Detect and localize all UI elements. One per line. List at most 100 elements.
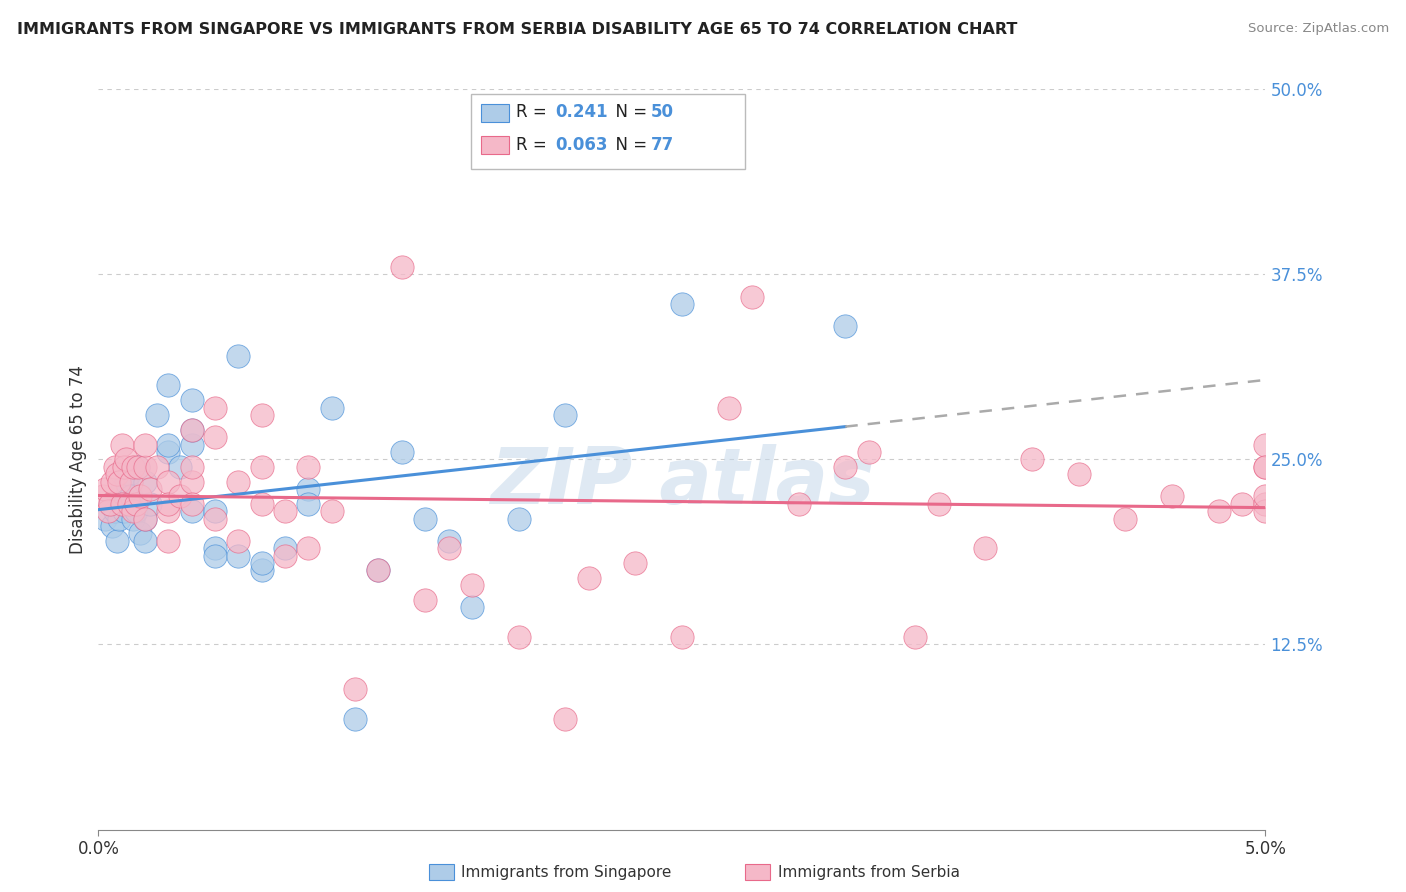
- Point: [391, 445, 413, 459]
- Point: [1254, 459, 1277, 474]
- Point: [554, 712, 576, 726]
- Point: [180, 497, 202, 511]
- Point: [125, 497, 148, 511]
- Point: [118, 497, 141, 511]
- Point: [1161, 489, 1184, 503]
- Point: [437, 541, 460, 556]
- Point: [250, 564, 273, 578]
- Point: [98, 497, 121, 511]
- Point: [1067, 467, 1090, 482]
- Point: [101, 519, 124, 533]
- Point: [367, 564, 389, 578]
- Text: ZIP atlas: ZIP atlas: [489, 443, 875, 520]
- Point: [139, 497, 162, 511]
- Point: [146, 459, 169, 474]
- Point: [1254, 437, 1277, 451]
- Point: [157, 533, 180, 548]
- Point: [157, 504, 180, 518]
- Text: Source: ZipAtlas.com: Source: ZipAtlas.com: [1249, 22, 1389, 36]
- Point: [204, 541, 226, 556]
- Point: [157, 437, 180, 451]
- Point: [134, 475, 156, 489]
- Point: [94, 511, 117, 525]
- Point: [125, 504, 148, 518]
- Point: [344, 681, 367, 696]
- Point: [169, 489, 191, 503]
- Point: [108, 511, 131, 525]
- Point: [146, 408, 169, 422]
- Point: [91, 489, 114, 503]
- Point: [111, 437, 134, 451]
- Point: [274, 504, 297, 518]
- Point: [122, 459, 145, 474]
- Point: [104, 504, 127, 518]
- Point: [94, 482, 117, 496]
- Point: [1254, 497, 1277, 511]
- Point: [122, 511, 145, 525]
- Point: [1114, 511, 1136, 525]
- Point: [717, 401, 740, 415]
- Point: [180, 423, 202, 437]
- Point: [180, 437, 202, 451]
- Point: [834, 319, 856, 334]
- Point: [180, 393, 202, 408]
- Point: [134, 511, 156, 525]
- Text: IMMIGRANTS FROM SINGAPORE VS IMMIGRANTS FROM SERBIA DISABILITY AGE 65 TO 74 CORR: IMMIGRANTS FROM SINGAPORE VS IMMIGRANTS …: [17, 22, 1018, 37]
- Text: N =: N =: [605, 103, 652, 121]
- Point: [228, 349, 250, 363]
- Point: [127, 459, 149, 474]
- Point: [1208, 504, 1230, 518]
- Point: [134, 459, 156, 474]
- Point: [127, 459, 149, 474]
- Point: [1254, 489, 1277, 503]
- Point: [118, 467, 141, 482]
- Point: [297, 482, 319, 496]
- Point: [1254, 504, 1277, 518]
- Point: [134, 511, 156, 525]
- Point: [274, 541, 297, 556]
- Point: [180, 423, 202, 437]
- Point: [250, 459, 273, 474]
- Point: [115, 452, 138, 467]
- Point: [437, 533, 460, 548]
- Point: [112, 504, 135, 518]
- Point: [228, 533, 250, 548]
- Text: 0.063: 0.063: [555, 136, 607, 153]
- Point: [344, 712, 367, 726]
- Text: R =: R =: [516, 103, 553, 121]
- Point: [112, 459, 135, 474]
- Point: [834, 459, 856, 474]
- Point: [180, 504, 202, 518]
- Point: [554, 408, 576, 422]
- Point: [134, 533, 156, 548]
- Point: [129, 489, 152, 503]
- Point: [129, 526, 152, 541]
- Point: [204, 401, 226, 415]
- Point: [250, 556, 273, 570]
- Point: [157, 445, 180, 459]
- Point: [101, 475, 124, 489]
- Point: [413, 593, 436, 607]
- Point: [367, 564, 389, 578]
- Point: [413, 511, 436, 525]
- Point: [105, 467, 128, 482]
- Text: 77: 77: [651, 136, 675, 153]
- Point: [228, 475, 250, 489]
- Point: [180, 475, 202, 489]
- Point: [671, 297, 693, 311]
- Point: [97, 504, 120, 518]
- Point: [204, 549, 226, 563]
- Point: [139, 482, 162, 496]
- Text: Immigrants from Singapore: Immigrants from Singapore: [461, 865, 672, 880]
- Point: [321, 504, 343, 518]
- Point: [105, 533, 128, 548]
- Text: Immigrants from Serbia: Immigrants from Serbia: [778, 865, 959, 880]
- Point: [111, 497, 134, 511]
- Point: [120, 475, 142, 489]
- Point: [228, 549, 250, 563]
- Point: [115, 475, 138, 489]
- Point: [250, 408, 273, 422]
- Text: R =: R =: [516, 136, 553, 153]
- Point: [624, 556, 647, 570]
- Point: [297, 541, 319, 556]
